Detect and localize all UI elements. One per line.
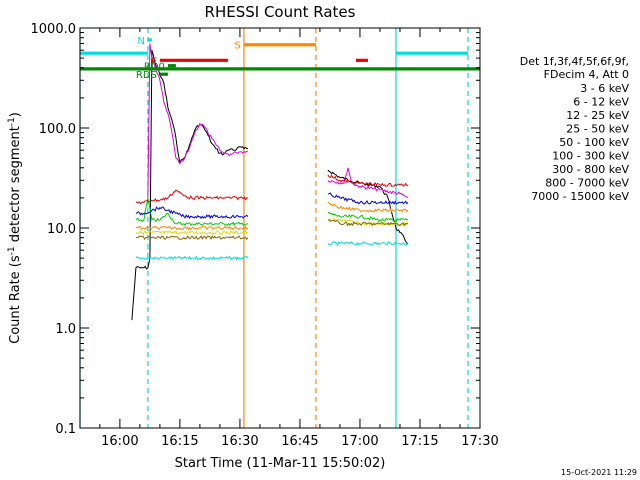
x-tick-label-2: 16:30 xyxy=(221,434,258,449)
x-tick-label-0: 16:00 xyxy=(101,434,138,449)
y-label-end: ) xyxy=(8,112,23,117)
x-axis: 16:00 16:15 16:30 16:45 17:00 17:15 17:30 xyxy=(99,28,499,449)
x-tick-label-1: 16:15 xyxy=(161,434,198,449)
flag-label-5: S xyxy=(235,41,241,52)
y-axis: 0.1 1.0 10.0 100.0 1000.0 xyxy=(31,22,480,437)
series-2-segment-1 xyxy=(327,211,409,223)
series-0-segment-0 xyxy=(131,50,249,321)
plot-frame xyxy=(79,27,481,429)
legend-entry-6: 300 - 800 keV xyxy=(552,163,629,176)
series-7-segment-1 xyxy=(327,202,409,213)
legend-entry-8: 7000 - 15000 keV xyxy=(531,190,629,203)
y-tick-label-3: 100.0 xyxy=(39,122,76,137)
y-tick-label-1: 1.0 xyxy=(55,322,76,337)
series-2-segment-0 xyxy=(135,197,248,227)
series-8-segment-1 xyxy=(327,219,409,227)
series-6-segment-1 xyxy=(327,192,409,205)
legend-entry-0: 3 - 6 keV xyxy=(580,82,629,95)
y-label-sup2: -1 xyxy=(7,117,17,126)
legend-header-decimation: FDecim 4, Att 0 xyxy=(544,68,629,81)
legend: Det 1f,3f,4f,5f,6f,9f, FDecim 4, Att 0 3… xyxy=(520,55,630,203)
x-axis-label: Start Time (11-Mar-11 15:50:02) xyxy=(175,456,386,471)
series-4-segment-0 xyxy=(135,230,249,235)
series-5-segment-1 xyxy=(327,174,409,187)
legend-entry-5: 100 - 300 keV xyxy=(552,150,629,163)
series-lines xyxy=(131,43,409,321)
legend-entry-2: 12 - 25 keV xyxy=(566,109,629,122)
flag-label-8: RDS xyxy=(136,70,157,81)
x-tick-label-6: 17:30 xyxy=(461,434,498,449)
y-label-sup1: -1 xyxy=(7,246,17,255)
y-label-main: Count Rate (s xyxy=(8,255,23,344)
legend-entry-3: 25 - 50 keV xyxy=(566,123,629,136)
y-tick-label-2: 10.0 xyxy=(47,222,76,237)
legend-entry-7: 800 - 7000 keV xyxy=(545,177,629,190)
y-label-mid: detector segment xyxy=(8,126,23,246)
series-7-segment-0 xyxy=(135,225,249,231)
x-tick-label-4: 17:00 xyxy=(341,434,378,449)
series-8-segment-0 xyxy=(135,235,249,241)
legend-entry-4: 50 - 100 keV xyxy=(559,136,629,149)
series-5-segment-0 xyxy=(135,189,248,205)
legend-header-detectors: Det 1f,3f,4f,5f,6f,9f, xyxy=(520,55,629,68)
chart-title: RHESSI Count Rates xyxy=(205,3,356,21)
series-1-segment-1 xyxy=(327,167,409,199)
series-3-segment-1 xyxy=(327,240,409,247)
series-4-segment-1 xyxy=(327,217,409,227)
y-tick-label-0: 0.1 xyxy=(55,422,76,437)
x-tick-label-3: 16:45 xyxy=(281,434,318,449)
series-1-segment-0 xyxy=(147,43,248,198)
legend-entry-1: 6 - 12 keV xyxy=(573,96,629,109)
footer-date: 15-Oct-2021 11:29 xyxy=(561,468,637,477)
x-tick-label-5: 17:15 xyxy=(401,434,438,449)
series-6-segment-0 xyxy=(135,206,249,220)
flag-label-7: RD0 xyxy=(144,62,165,73)
flag-label-6: N xyxy=(137,36,144,47)
y-axis-label: Count Rate (s-1 detector segment-1) xyxy=(7,112,23,344)
series-3-segment-0 xyxy=(135,255,249,261)
y-tick-label-4: 1000.0 xyxy=(31,22,77,37)
flag-label-3: F xyxy=(151,56,157,67)
